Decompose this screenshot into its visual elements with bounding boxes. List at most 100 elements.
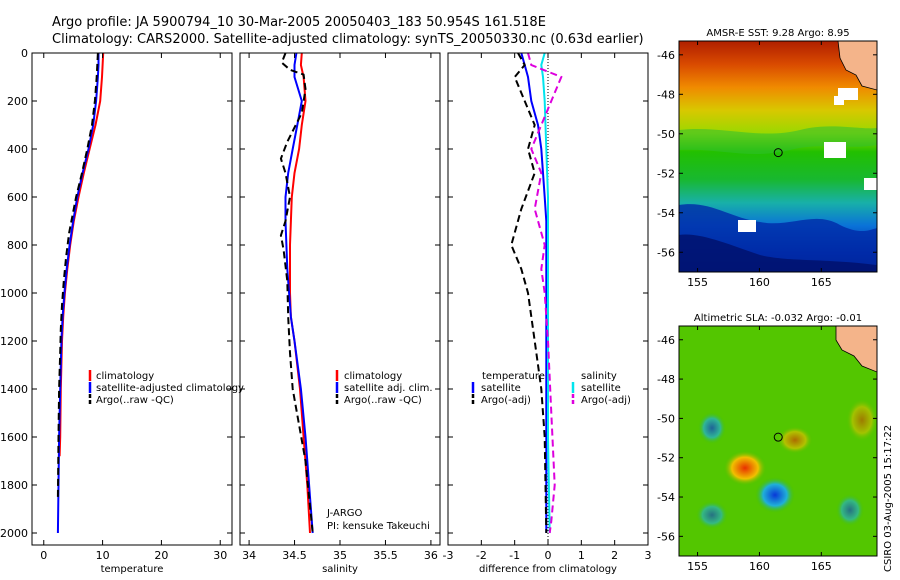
x-tick-label: 0 xyxy=(40,549,47,562)
y-tick-label: 1800 xyxy=(0,479,28,492)
sla-negative-anomaly xyxy=(755,477,795,513)
x-tick-label: 35 xyxy=(333,549,347,562)
lat-tick-label: -46 xyxy=(657,49,675,62)
sst-map-title: AMSR-E SST: 9.28 Argo: 8.95 xyxy=(706,28,849,39)
y-tick-label: 1400 xyxy=(0,383,28,396)
lat-tick-label: -50 xyxy=(657,412,675,425)
x-tick-label: -1 xyxy=(509,549,520,562)
sst-cloud-mask xyxy=(824,142,846,158)
sst-coldest-water xyxy=(679,234,877,272)
x-tick-label: 34 xyxy=(242,549,256,562)
series-salinity-argo-adj xyxy=(527,52,563,534)
sst-front xyxy=(679,126,877,155)
lat-tick-label: -48 xyxy=(657,373,675,386)
legend-label-temp-satellite: satellite xyxy=(481,383,521,394)
lat-tick-label: -56 xyxy=(657,530,675,543)
y-tick-label: 1600 xyxy=(0,431,28,444)
sla-map-panel: Altimetric SLA: -0.032 Argo: -0.01 155 16… xyxy=(657,313,878,573)
lon-tick-label: 165 xyxy=(811,276,832,289)
sst-float-position-marker xyxy=(773,148,783,158)
series-temperature-argo-adj xyxy=(510,52,548,534)
x-tick-label: 34.5 xyxy=(282,549,307,562)
lon-tick-label: 160 xyxy=(749,560,770,573)
legend-label-argo: Argo(..raw -QC) xyxy=(96,395,174,406)
sla-map-frame xyxy=(678,325,878,557)
legend-title-temperature: temperature xyxy=(482,371,545,382)
x-axis-label: salinity xyxy=(322,564,358,575)
x-tick-label: 36 xyxy=(424,549,438,562)
sla-land xyxy=(835,326,877,373)
lon-tick-label: 155 xyxy=(687,560,708,573)
lat-tick-label: -52 xyxy=(657,452,675,465)
series-temperature-satellite xyxy=(520,52,548,533)
lat-tick-label: -48 xyxy=(657,88,675,101)
legend-label-temp-argo: Argo(-adj) xyxy=(481,395,531,406)
legend-label-satellite: satellite-adjusted climatology xyxy=(96,383,244,394)
lat-tick-label: -54 xyxy=(657,491,675,504)
x-tick-label: 3 xyxy=(645,549,652,562)
series-salinity-satellite xyxy=(540,52,551,534)
temperature-panel: 0 10 20 30 0 200 400 600 800 1000 1200 1400 1600 1800… xyxy=(0,47,233,575)
temperature-legend: climatology satellite-adjusted climatolo… xyxy=(88,370,244,406)
header-line2: Climatology: CARS2000. Satellite-adjuste… xyxy=(52,32,644,47)
legend-title-salinity: salinity xyxy=(581,371,617,382)
sst-map-panel: AMSR-E SST: 9.28 Argo: 8.95 155 160 165 -46… xyxy=(657,28,878,289)
difference-panel: -3 -2 -1 0 1 2 3 difference from climatology xyxy=(443,52,652,575)
x-axis-label: temperature xyxy=(101,564,164,575)
legend-label-sal-argo: Argo(-adj) xyxy=(581,395,631,406)
sla-positive-anomaly xyxy=(777,426,813,454)
legend-label-satellite: satellite adj. clim. xyxy=(344,383,433,394)
y-tick-label: 0 xyxy=(21,47,28,60)
sst-land xyxy=(837,41,877,91)
legend-label-climatology: climatology xyxy=(344,371,402,382)
lon-tick-label: 155 xyxy=(687,276,708,289)
sla-negative-anomaly xyxy=(836,494,864,526)
lon-tick-label: 165 xyxy=(811,560,832,573)
sst-cloud-mask xyxy=(864,178,877,190)
series-argo-raw-qc xyxy=(56,52,99,498)
series-satellite-adjusted-climatology xyxy=(56,53,100,534)
x-axis-label: difference from climatology xyxy=(479,564,617,575)
sla-positive-anomaly xyxy=(846,398,877,442)
sla-negative-anomaly xyxy=(696,501,728,529)
x-tick-label: 0 xyxy=(545,549,552,562)
legend-label-sal-satellite: satellite xyxy=(581,383,621,394)
legend-label-climatology: climatology xyxy=(96,371,154,382)
lon-tick-label: 160 xyxy=(749,276,770,289)
annotation-pi: PI: kensuke Takeuchi xyxy=(327,521,430,532)
annotation-jargo: J-ARGO xyxy=(326,508,363,519)
x-tick-label: 35.5 xyxy=(373,549,398,562)
sla-field xyxy=(679,326,877,556)
sst-map-axes: 155 160 165 -46 -48 -50 -52 -54 -56 xyxy=(657,41,877,289)
y-tick-label: 600 xyxy=(7,191,28,204)
lat-tick-label: -52 xyxy=(657,167,675,180)
legend-label-argo: Argo(..raw -QC) xyxy=(344,395,422,406)
sst-cloud-mask xyxy=(738,220,756,232)
sla-float-position-marker xyxy=(773,432,783,442)
y-tick-label: 1000 xyxy=(0,287,28,300)
lat-tick-label: -56 xyxy=(657,246,675,259)
salinity-legend: climatology satellite adj. clim. Argo(..… xyxy=(335,370,433,406)
lat-tick-label: -54 xyxy=(657,207,675,220)
x-tick-label: 10 xyxy=(96,549,110,562)
difference-legend: temperature satellite Argo(-adj) salinit… xyxy=(471,371,631,406)
x-tick-label: 20 xyxy=(154,549,168,562)
x-tick-label: 30 xyxy=(213,549,227,562)
sla-map-title: Altimetric SLA: -0.032 Argo: -0.01 xyxy=(694,313,862,324)
sst-map-frame xyxy=(678,40,878,273)
y-tick-label: 400 xyxy=(7,143,28,156)
plot-frame xyxy=(239,52,441,546)
y-tick-label: 2000 xyxy=(0,527,28,540)
plot-frame xyxy=(31,52,233,546)
y-tick-label: 800 xyxy=(7,239,28,252)
x-tick-label: -2 xyxy=(476,549,487,562)
sla-map-axes: 155 160 165 -46 -48 -50 -52 -54 -56 xyxy=(657,326,877,573)
y-tick-label: 1200 xyxy=(0,335,28,348)
x-tick-label: -3 xyxy=(443,549,454,562)
lat-tick-label: -46 xyxy=(657,334,675,347)
credit-text: CSIRO 03-Aug-2005 15:17:22 xyxy=(883,425,894,572)
sla-positive-anomaly xyxy=(723,450,767,486)
header-line1: Argo profile: JA 5900794_10 30-Mar-2005 … xyxy=(52,15,546,30)
series-satellite-adj-clim xyxy=(284,52,314,534)
